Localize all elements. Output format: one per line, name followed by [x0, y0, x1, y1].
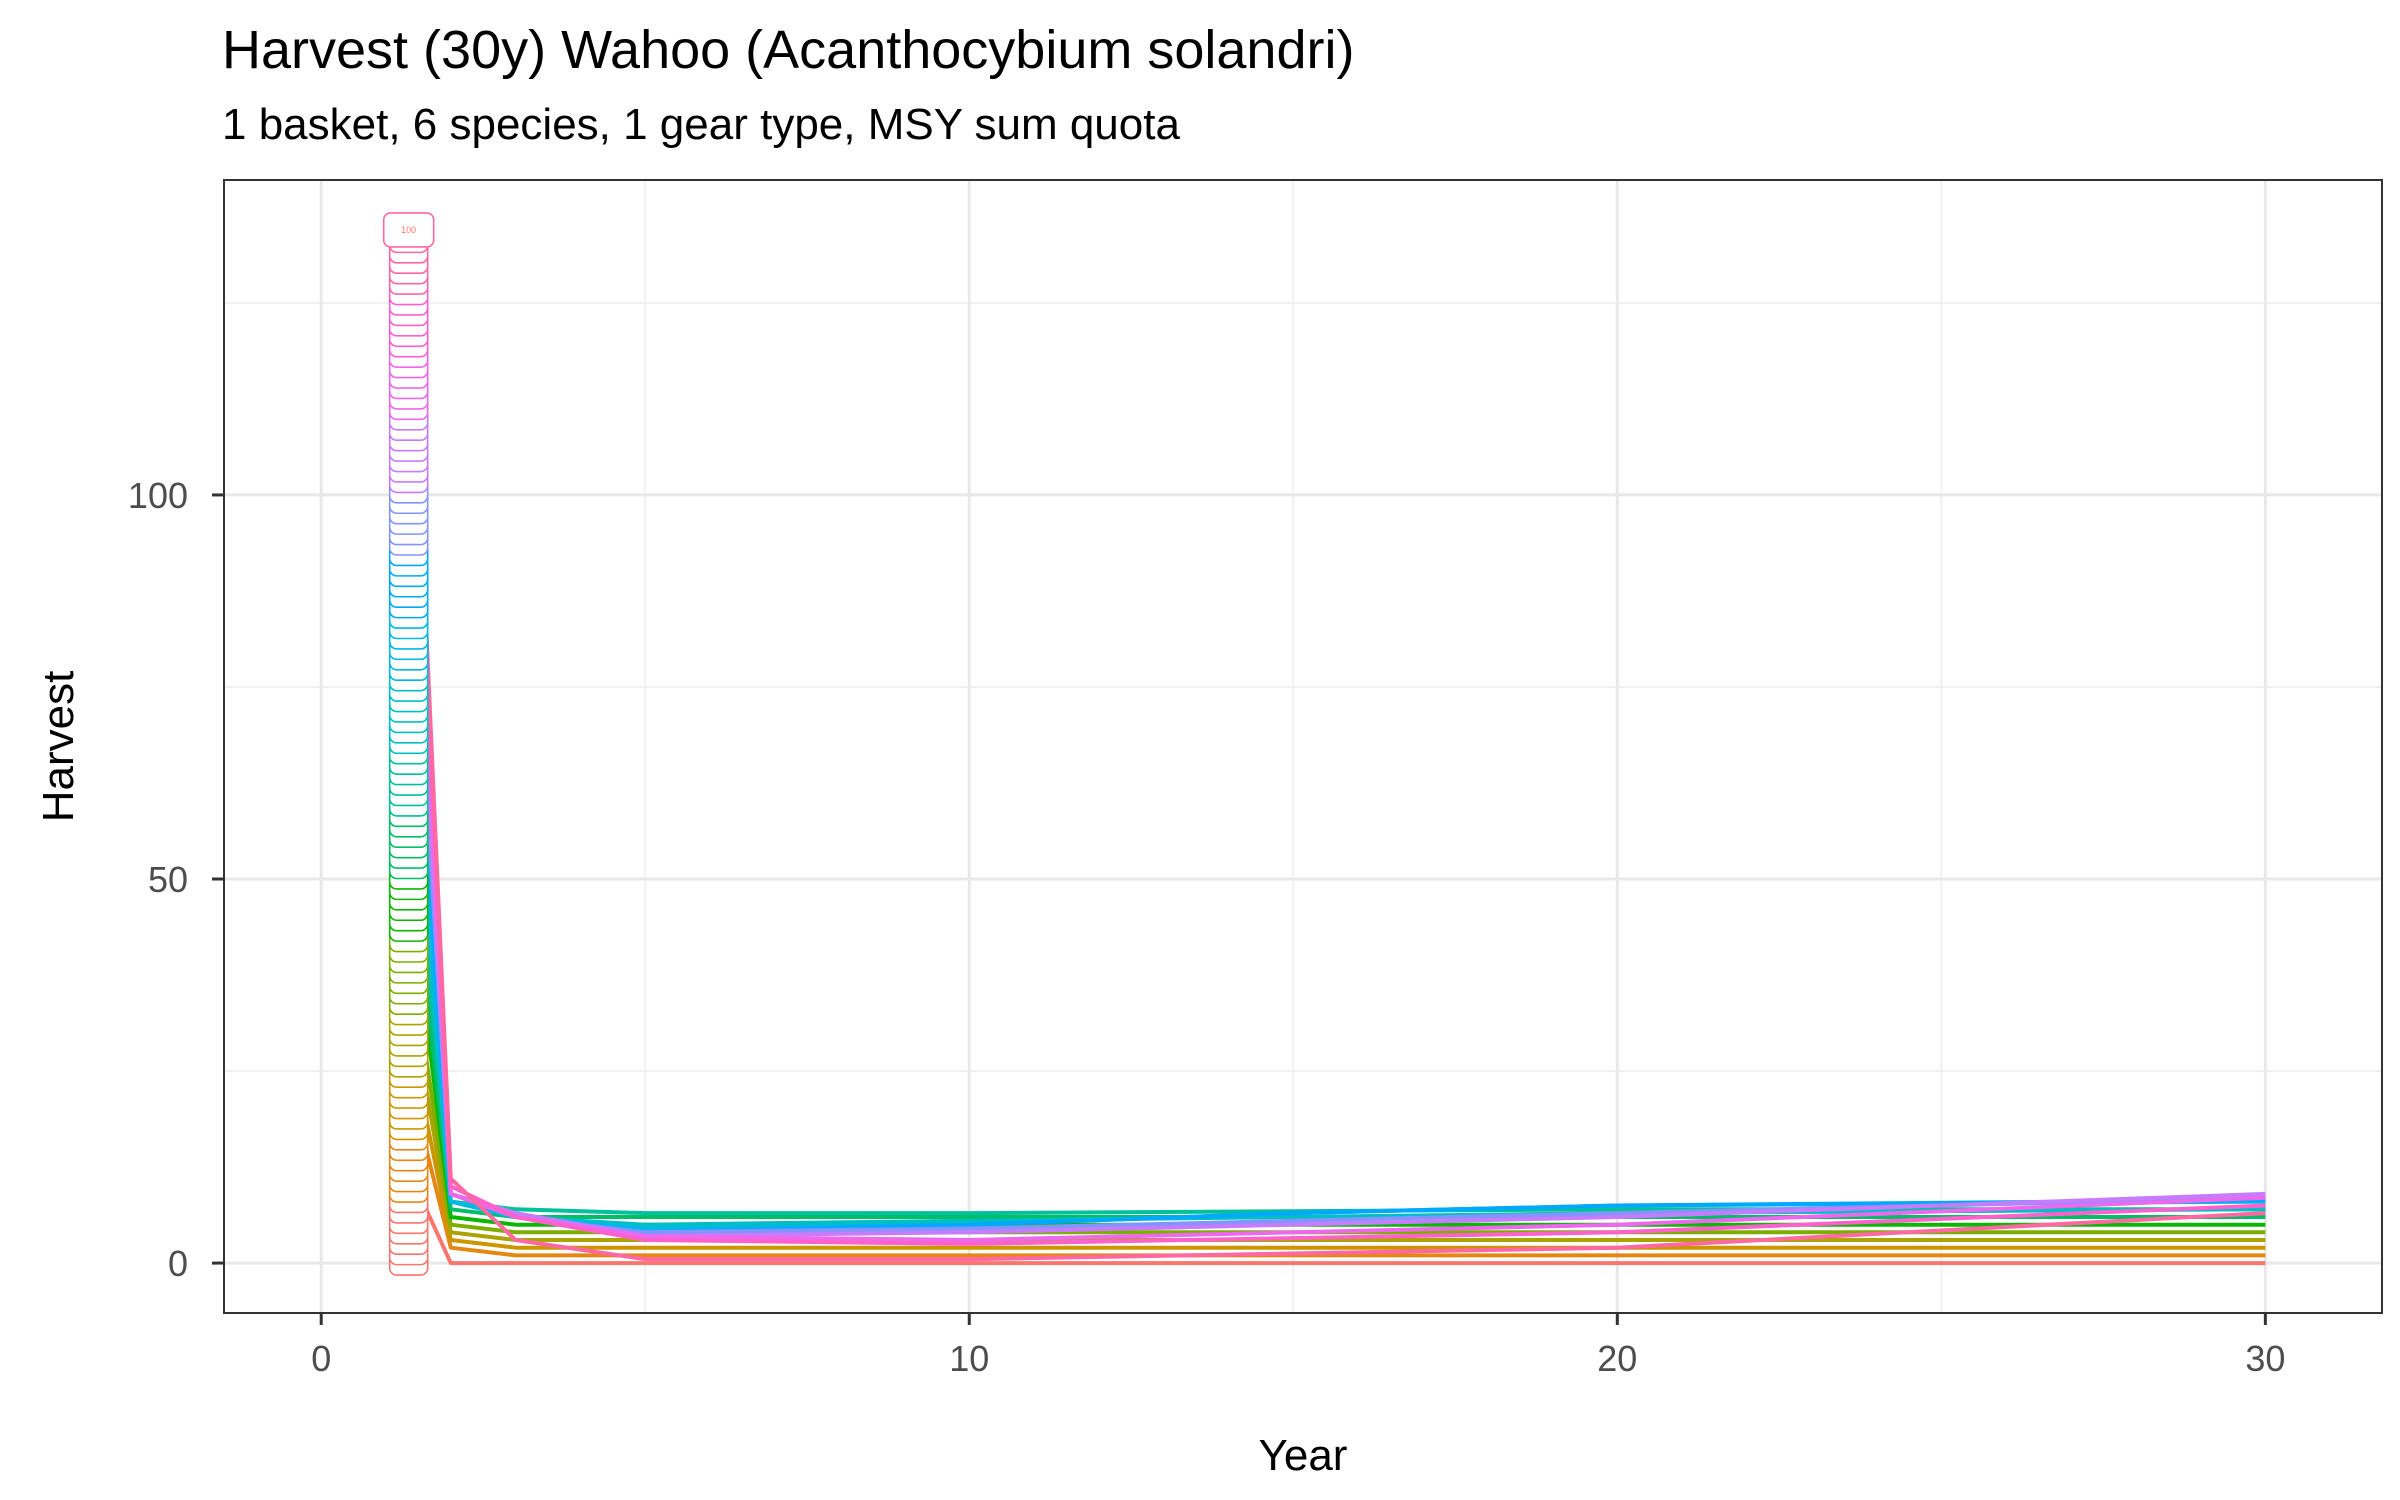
y-tick-label: 100 [128, 475, 188, 516]
y-tick-label: 0 [168, 1243, 188, 1284]
y-tick-label: 50 [148, 859, 188, 900]
series-line-9 [406, 709, 2266, 1227]
x-axis-title: Year [1259, 1431, 1348, 1480]
y-axis-title: Harvest [34, 671, 83, 823]
series-line-8 [406, 771, 2266, 1216]
x-tick-label: 20 [1597, 1338, 1637, 1379]
series-line-12 [406, 494, 2266, 1235]
series-line-10 [406, 648, 2266, 1231]
chart-title: Harvest (30y) Wahoo (Acanthocybium solan… [222, 20, 1355, 80]
series-line-2 [406, 1078, 2266, 1258]
series-line-13 [406, 417, 2266, 1239]
grid-layer [224, 180, 2382, 1313]
series-line-14 [406, 341, 2266, 1242]
panel-border [223, 179, 2383, 1314]
label-stack: 100 [382, 212, 435, 1276]
series-layer [406, 233, 2266, 1266]
x-tick-label: 0 [311, 1338, 331, 1379]
series-line-7 [406, 832, 2266, 1219]
point-label-text: 100 [401, 225, 416, 235]
x-tick-label: 10 [949, 1338, 989, 1379]
series-line-11 [406, 571, 2266, 1235]
series-line-6 [406, 878, 2266, 1227]
point-label-box [382, 212, 435, 248]
chart-subtitle: 1 basket, 6 species, 1 gear type, MSY su… [222, 100, 1180, 149]
x-tick-label: 30 [2245, 1338, 2285, 1379]
series-line-16 [406, 233, 2266, 1262]
series-line-1 [406, 1170, 2266, 1266]
axis-layer: 0 10 20 30 0 50 100 [128, 475, 2285, 1379]
series-line-5 [406, 940, 2266, 1235]
series-line-15 [406, 279, 2266, 1246]
